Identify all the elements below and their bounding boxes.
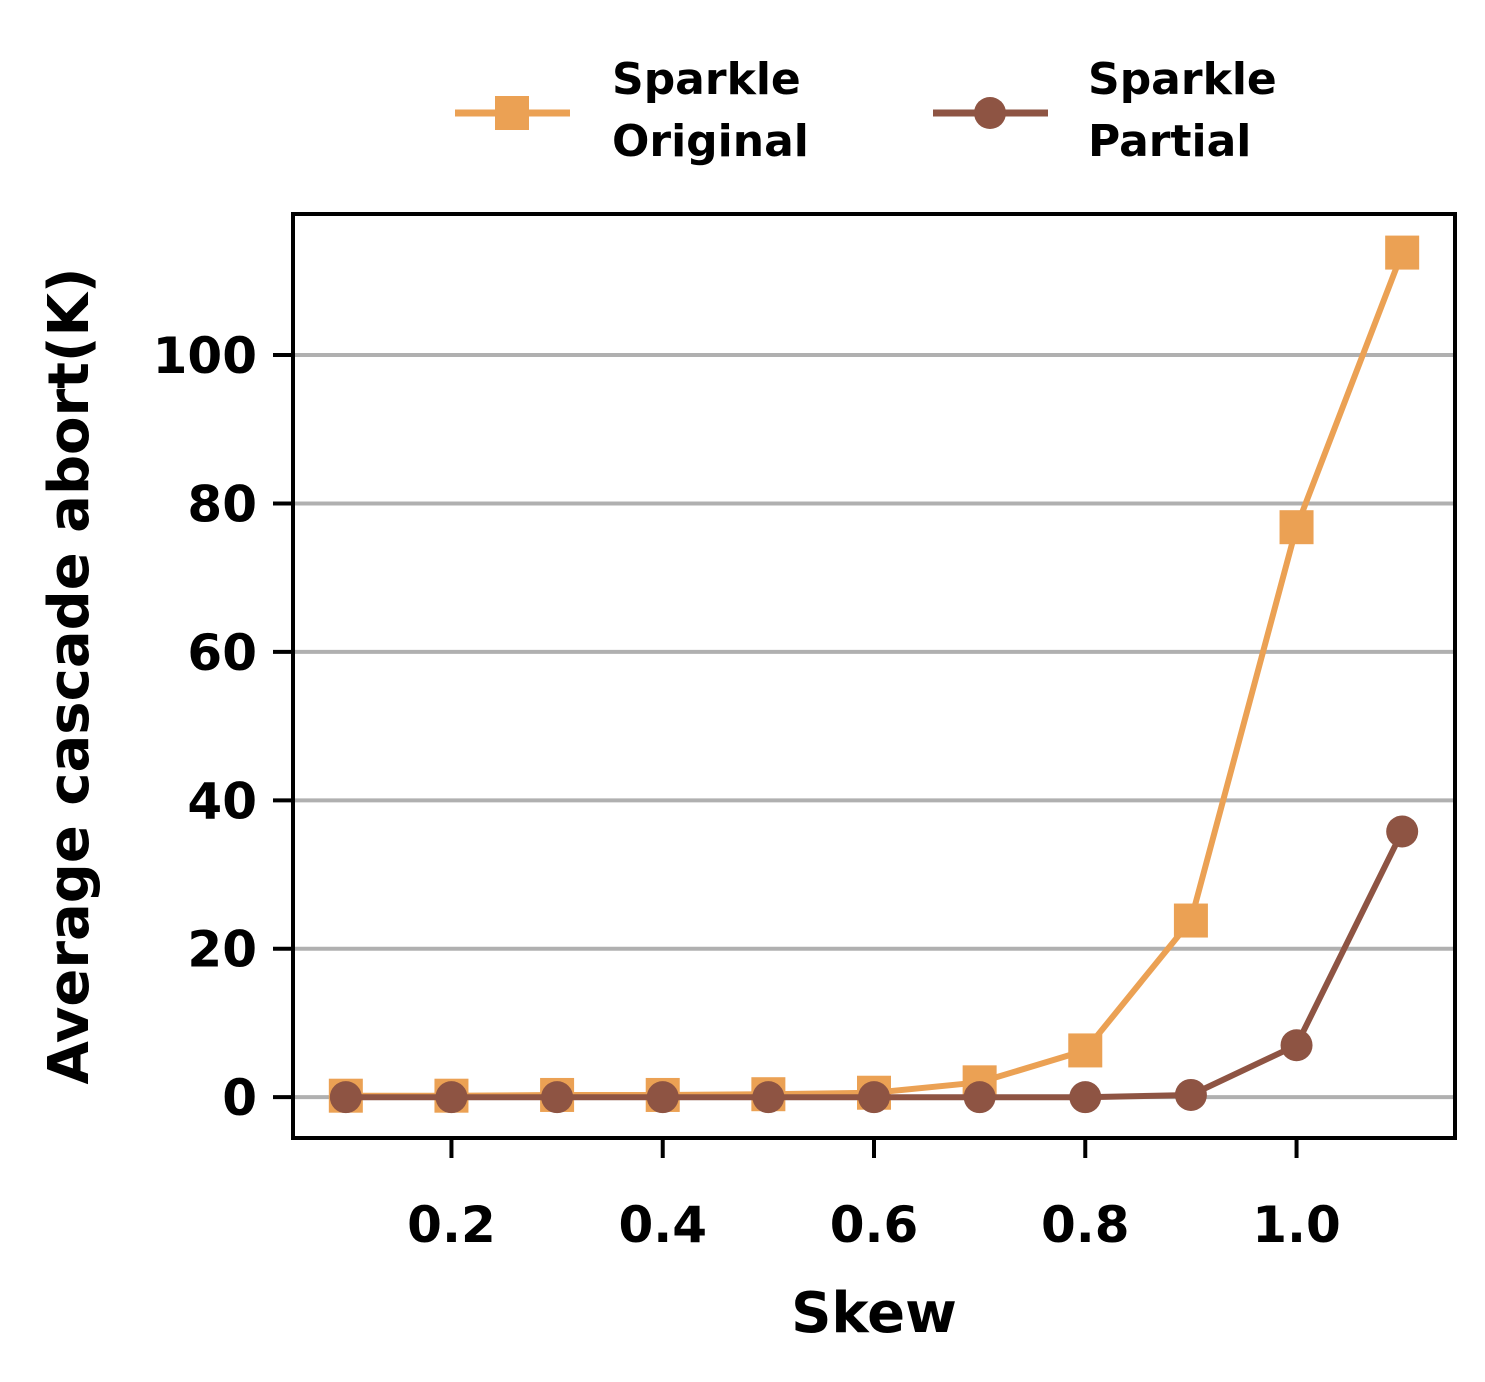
data-point (1068, 1033, 1103, 1068)
legend-swatch-partial-marker (974, 97, 1006, 129)
series-line (345, 830, 1405, 1101)
x-axis-ticks: 0.2 0.4 0.6 0.8 1.0 (407, 1138, 1341, 1254)
x-tick-label: 0.6 (830, 1196, 919, 1254)
series-original (328, 235, 1420, 1113)
data-point (435, 1081, 468, 1114)
data-point (1280, 1029, 1313, 1062)
series-partial (329, 815, 1419, 1114)
legend-label-partial-line2: Partial (1088, 116, 1251, 167)
y-tick-label: 60 (187, 624, 257, 682)
y-tick-label: 0 (222, 1069, 257, 1127)
y-tick-label: 20 (187, 921, 257, 979)
x-tick-label: 1.0 (1252, 1196, 1341, 1254)
data-point (752, 1081, 785, 1114)
legend-label-original-line2: Original (612, 116, 809, 167)
data-point (1385, 235, 1420, 270)
data-point (1173, 903, 1208, 938)
data-point (1174, 1078, 1207, 1111)
series-layer (328, 235, 1420, 1114)
data-point (858, 1081, 890, 1114)
y-tick-label: 100 (153, 327, 257, 385)
legend: Sparkle Original Sparkle Partial (455, 54, 1277, 167)
data-point (963, 1081, 996, 1114)
data-point (646, 1081, 679, 1114)
data-point (1069, 1081, 1102, 1114)
legend-swatch-original-marker (495, 96, 529, 130)
data-point (329, 1081, 362, 1114)
y-axis-label: Average cascade abort(K) (37, 268, 102, 1085)
y-tick-label: 40 (187, 772, 257, 830)
legend-label-original-line1: Sparkle (612, 54, 801, 105)
x-tick-label: 0.2 (407, 1196, 496, 1254)
series-line (345, 251, 1405, 1099)
plot-frame (291, 212, 1457, 1140)
data-point (1386, 815, 1419, 848)
legend-item-partial: Sparkle Partial (933, 54, 1277, 167)
x-tick-label: 0.8 (1041, 1196, 1130, 1254)
x-axis-label: Skew (791, 1281, 957, 1346)
y-axis-ticks: 0 20 40 60 80 100 (153, 327, 293, 1127)
data-point (541, 1081, 574, 1114)
legend-label-partial-line1: Sparkle (1088, 54, 1277, 105)
gridlines (293, 353, 1455, 1100)
x-tick-label: 0.4 (618, 1196, 707, 1254)
data-point (1279, 510, 1314, 545)
legend-item-original: Sparkle Original (455, 54, 809, 167)
y-tick-label: 80 (187, 475, 257, 533)
